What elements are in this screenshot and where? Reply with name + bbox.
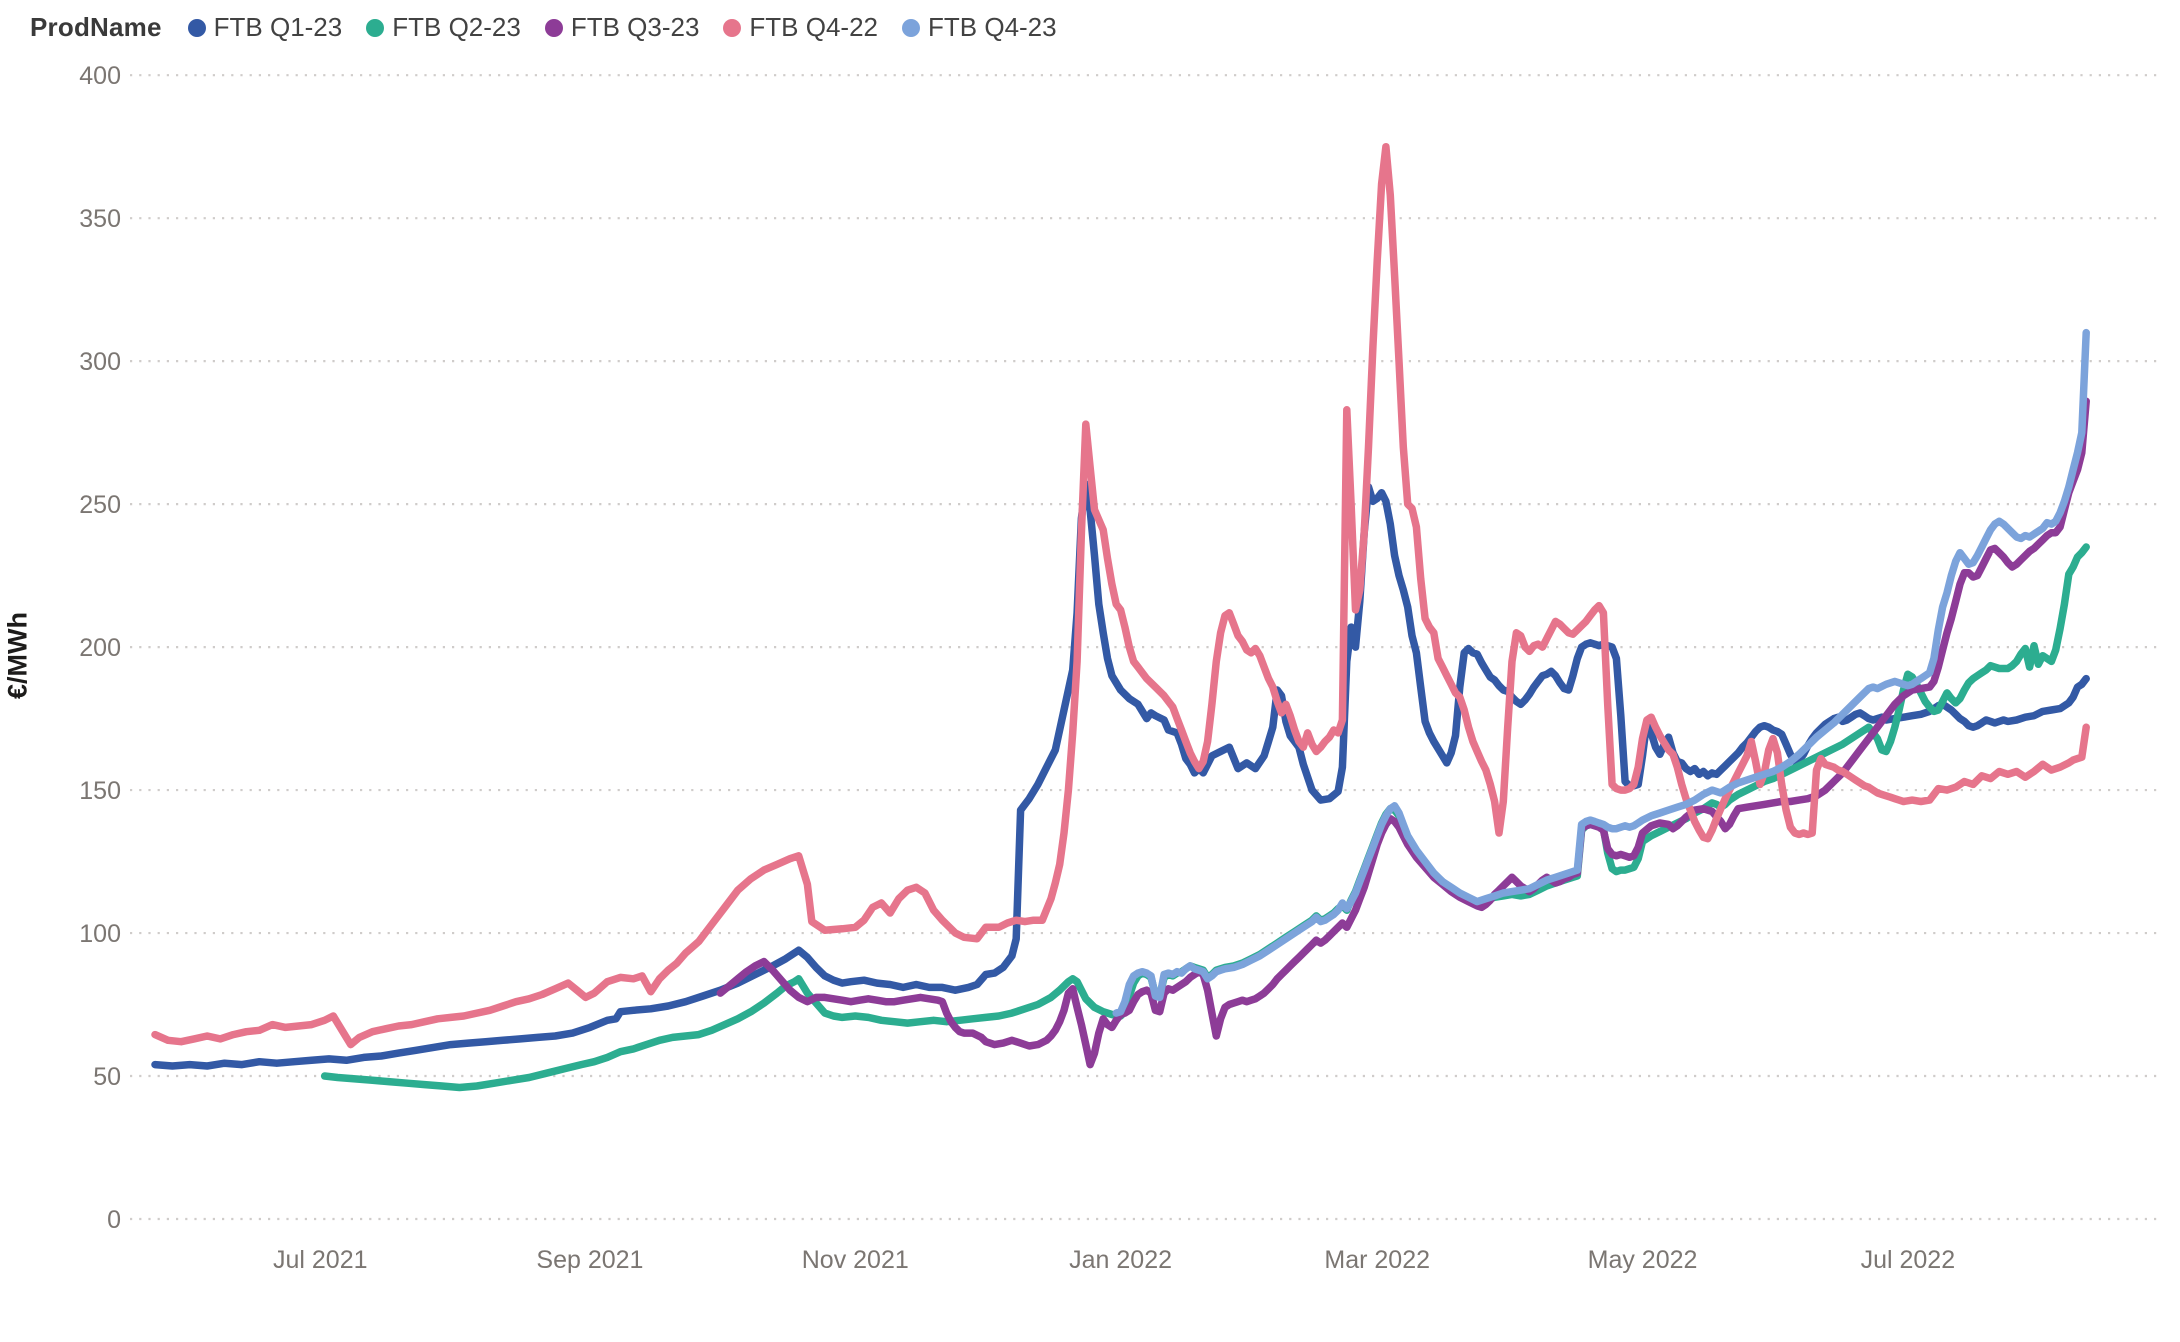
legend-item-ftb-q1-23[interactable]: FTB Q1-23 <box>187 12 343 43</box>
legend-item-ftb-q2-23[interactable]: FTB Q2-23 <box>366 12 521 43</box>
legend-items: FTB Q1-23 FTB Q2-23 FTB Q3-23 FTB Q4-22 … <box>187 12 1057 43</box>
x-tick-label: Jan 2022 <box>1069 1246 1172 1274</box>
x-tick-label: Nov 2021 <box>802 1246 909 1274</box>
y-tick-label: 400 <box>79 62 121 90</box>
y-tick-label: 100 <box>79 920 121 948</box>
legend-item-ftb-q4-22[interactable]: FTB Q4-22 <box>723 12 878 43</box>
series-color-dot-icon <box>902 18 921 37</box>
y-axis-title: €/MWh <box>2 612 33 699</box>
series-line-ftb-q3-23[interactable] <box>716 397 2090 1069</box>
series-color-dot-icon <box>723 18 742 37</box>
series-color-dot-icon <box>187 18 206 37</box>
legend-item-label: FTB Q4-23 <box>928 12 1057 42</box>
series-color-dot-icon <box>544 18 563 37</box>
x-tick-label: Jul 2021 <box>273 1246 368 1274</box>
legend-item-label: FTB Q4-22 <box>749 12 879 42</box>
legend-item-label: FTB Q2-23 <box>392 12 521 42</box>
y-tick-label: 0 <box>107 1206 121 1234</box>
series-lines <box>151 142 2090 1092</box>
series-line-ftb-q2-23[interactable] <box>320 543 2090 1092</box>
y-axis-tick-labels: 0 50 100 150 200 250 300 350 400 <box>79 62 121 1234</box>
x-tick-label: Mar 2022 <box>1324 1246 1430 1274</box>
series-line-ftb-q4-22[interactable] <box>151 142 2090 1049</box>
series-line-ftb-q4-23[interactable] <box>1112 328 2090 1017</box>
legend: ProdName FTB Q1-23 FTB Q2-23 FTB Q3-23 F… <box>30 12 1057 43</box>
legend-item-ftb-q4-23[interactable]: FTB Q4-23 <box>902 12 1057 43</box>
legend-item-label: FTB Q3-23 <box>570 12 700 42</box>
x-tick-label: Jul 2022 <box>1861 1246 1956 1274</box>
y-tick-label: 250 <box>79 491 121 519</box>
x-tick-label: Sep 2021 <box>536 1246 643 1274</box>
y-tick-label: 200 <box>79 634 121 662</box>
y-tick-label: 350 <box>79 205 121 233</box>
y-tick-label: 50 <box>93 1063 121 1091</box>
y-tick-label: 300 <box>79 348 121 376</box>
legend-item-label: FTB Q1-23 <box>213 12 343 42</box>
series-color-dot-icon <box>366 18 385 37</box>
x-tick-label: May 2022 <box>1588 1246 1698 1274</box>
y-tick-label: 150 <box>79 777 121 805</box>
legend-item-ftb-q3-23[interactable]: FTB Q3-23 <box>544 12 700 43</box>
x-axis-tick-labels: Jul 2021 Sep 2021 Nov 2021 Jan 2022 Mar 2022… <box>273 1246 1955 1274</box>
series-line-ftb-q1-23[interactable] <box>151 480 2090 1070</box>
legend-title: ProdName <box>30 12 162 42</box>
